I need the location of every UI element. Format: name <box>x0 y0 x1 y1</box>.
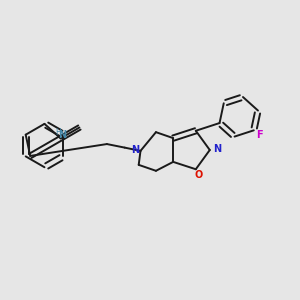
Text: N: N <box>58 130 67 140</box>
Text: H: H <box>56 128 61 137</box>
Text: N: N <box>131 145 139 155</box>
Text: N: N <box>213 144 221 154</box>
Text: O: O <box>194 170 202 180</box>
Text: F: F <box>256 130 262 140</box>
